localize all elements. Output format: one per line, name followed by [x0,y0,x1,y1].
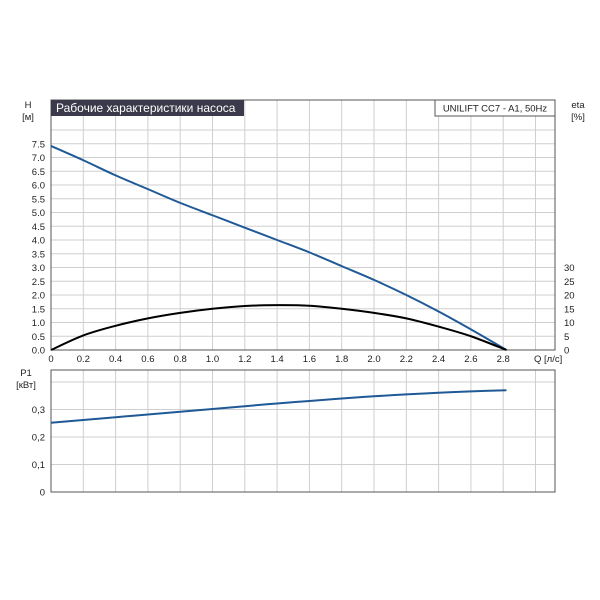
chart-title-box [51,100,244,116]
eta-tick-label: 20 [564,291,575,302]
x-tick-label: 1.2 [238,354,251,365]
lower-plot-grid [51,370,555,492]
power-curve [50,389,507,424]
h-tick-label: 0.0 [32,346,45,357]
x-tick-label: 0.6 [141,354,154,365]
x-tick-label: 2.2 [400,354,413,365]
curves [50,145,507,424]
h-tick-label: 4.0 [32,236,45,247]
chart-title: Рабочие характеристики насоса [56,101,236,115]
h-tick-label: 0.5 [32,332,45,343]
eta-tick-label: 30 [564,263,575,274]
p1-tick-label: 0,2 [32,433,45,444]
eta-axis-label: eta [571,100,585,111]
x-tick-label: 1.0 [206,354,219,365]
x-tick-label: 0.8 [174,354,187,365]
h-tick-label: 1.0 [32,318,45,329]
p1-tick-label: 0 [40,488,45,499]
p1-tick-label: 0,1 [32,460,45,471]
eta-tick-label: 10 [564,318,575,329]
efficiency-curve [50,304,507,351]
eta-tick-label: 15 [564,304,575,315]
h-tick-label: 5.5 [32,194,45,205]
h-axis-label: H [25,100,32,111]
h-tick-label: 6.5 [32,167,45,178]
upper-tick-labels: 0 0.2 0.4 0.6 0.8 1.0 1.2 1.4 1.6 1.8 2.0 2.2 2.4 2.6… [32,139,575,365]
eta-tick-label: 0 [564,346,569,357]
h-tick-label: 4.5 [32,222,45,233]
p1-axis-unit: [кВт] [16,380,36,391]
x-tick-label: 1.4 [270,354,283,365]
model-box [434,99,556,117]
eta-tick-label: 5 [564,332,569,343]
lower-plot-frame [50,369,556,493]
model-label: UNILIFT CC7 - A1, 50Hz [443,104,548,115]
h-tick-label: 7.0 [32,153,45,164]
q-axis-label: Q [л/с] [534,354,562,365]
head-curve [50,145,507,351]
p1-tick-label: 0,3 [32,405,45,416]
x-tick-label: 1.6 [303,354,316,365]
h-tick-label: 3.5 [32,249,45,260]
h-tick-label: 3.0 [32,263,45,274]
h-tick-label: 7.5 [32,139,45,150]
p1-axis-label: P1 [20,368,32,379]
x-tick-label: 1.8 [335,354,348,365]
eta-axis-unit: [%] [571,112,585,123]
x-tick-label: 2.6 [464,354,477,365]
h-tick-label: 1.5 [32,304,45,315]
h-tick-label: 5.0 [32,208,45,219]
upper-plot-grid [51,100,555,350]
x-tick-label: 2.4 [432,354,445,365]
x-tick-label: 0.2 [77,354,90,365]
lower-tick-labels: 0 0,1 0,2 0,3 [32,405,45,499]
upper-plot-frame [50,99,556,351]
h-axis-unit: [м] [22,112,34,123]
h-tick-label: 2.0 [32,291,45,302]
x-tick-label: 0 [48,354,53,365]
eta-tick-label: 25 [564,277,575,288]
x-tick-label: 0.4 [109,354,122,365]
h-tick-label: 6.0 [32,181,45,192]
x-tick-label: 2.8 [497,354,510,365]
h-tick-label: 2.5 [32,277,45,288]
x-tick-label: 2.0 [367,354,380,365]
